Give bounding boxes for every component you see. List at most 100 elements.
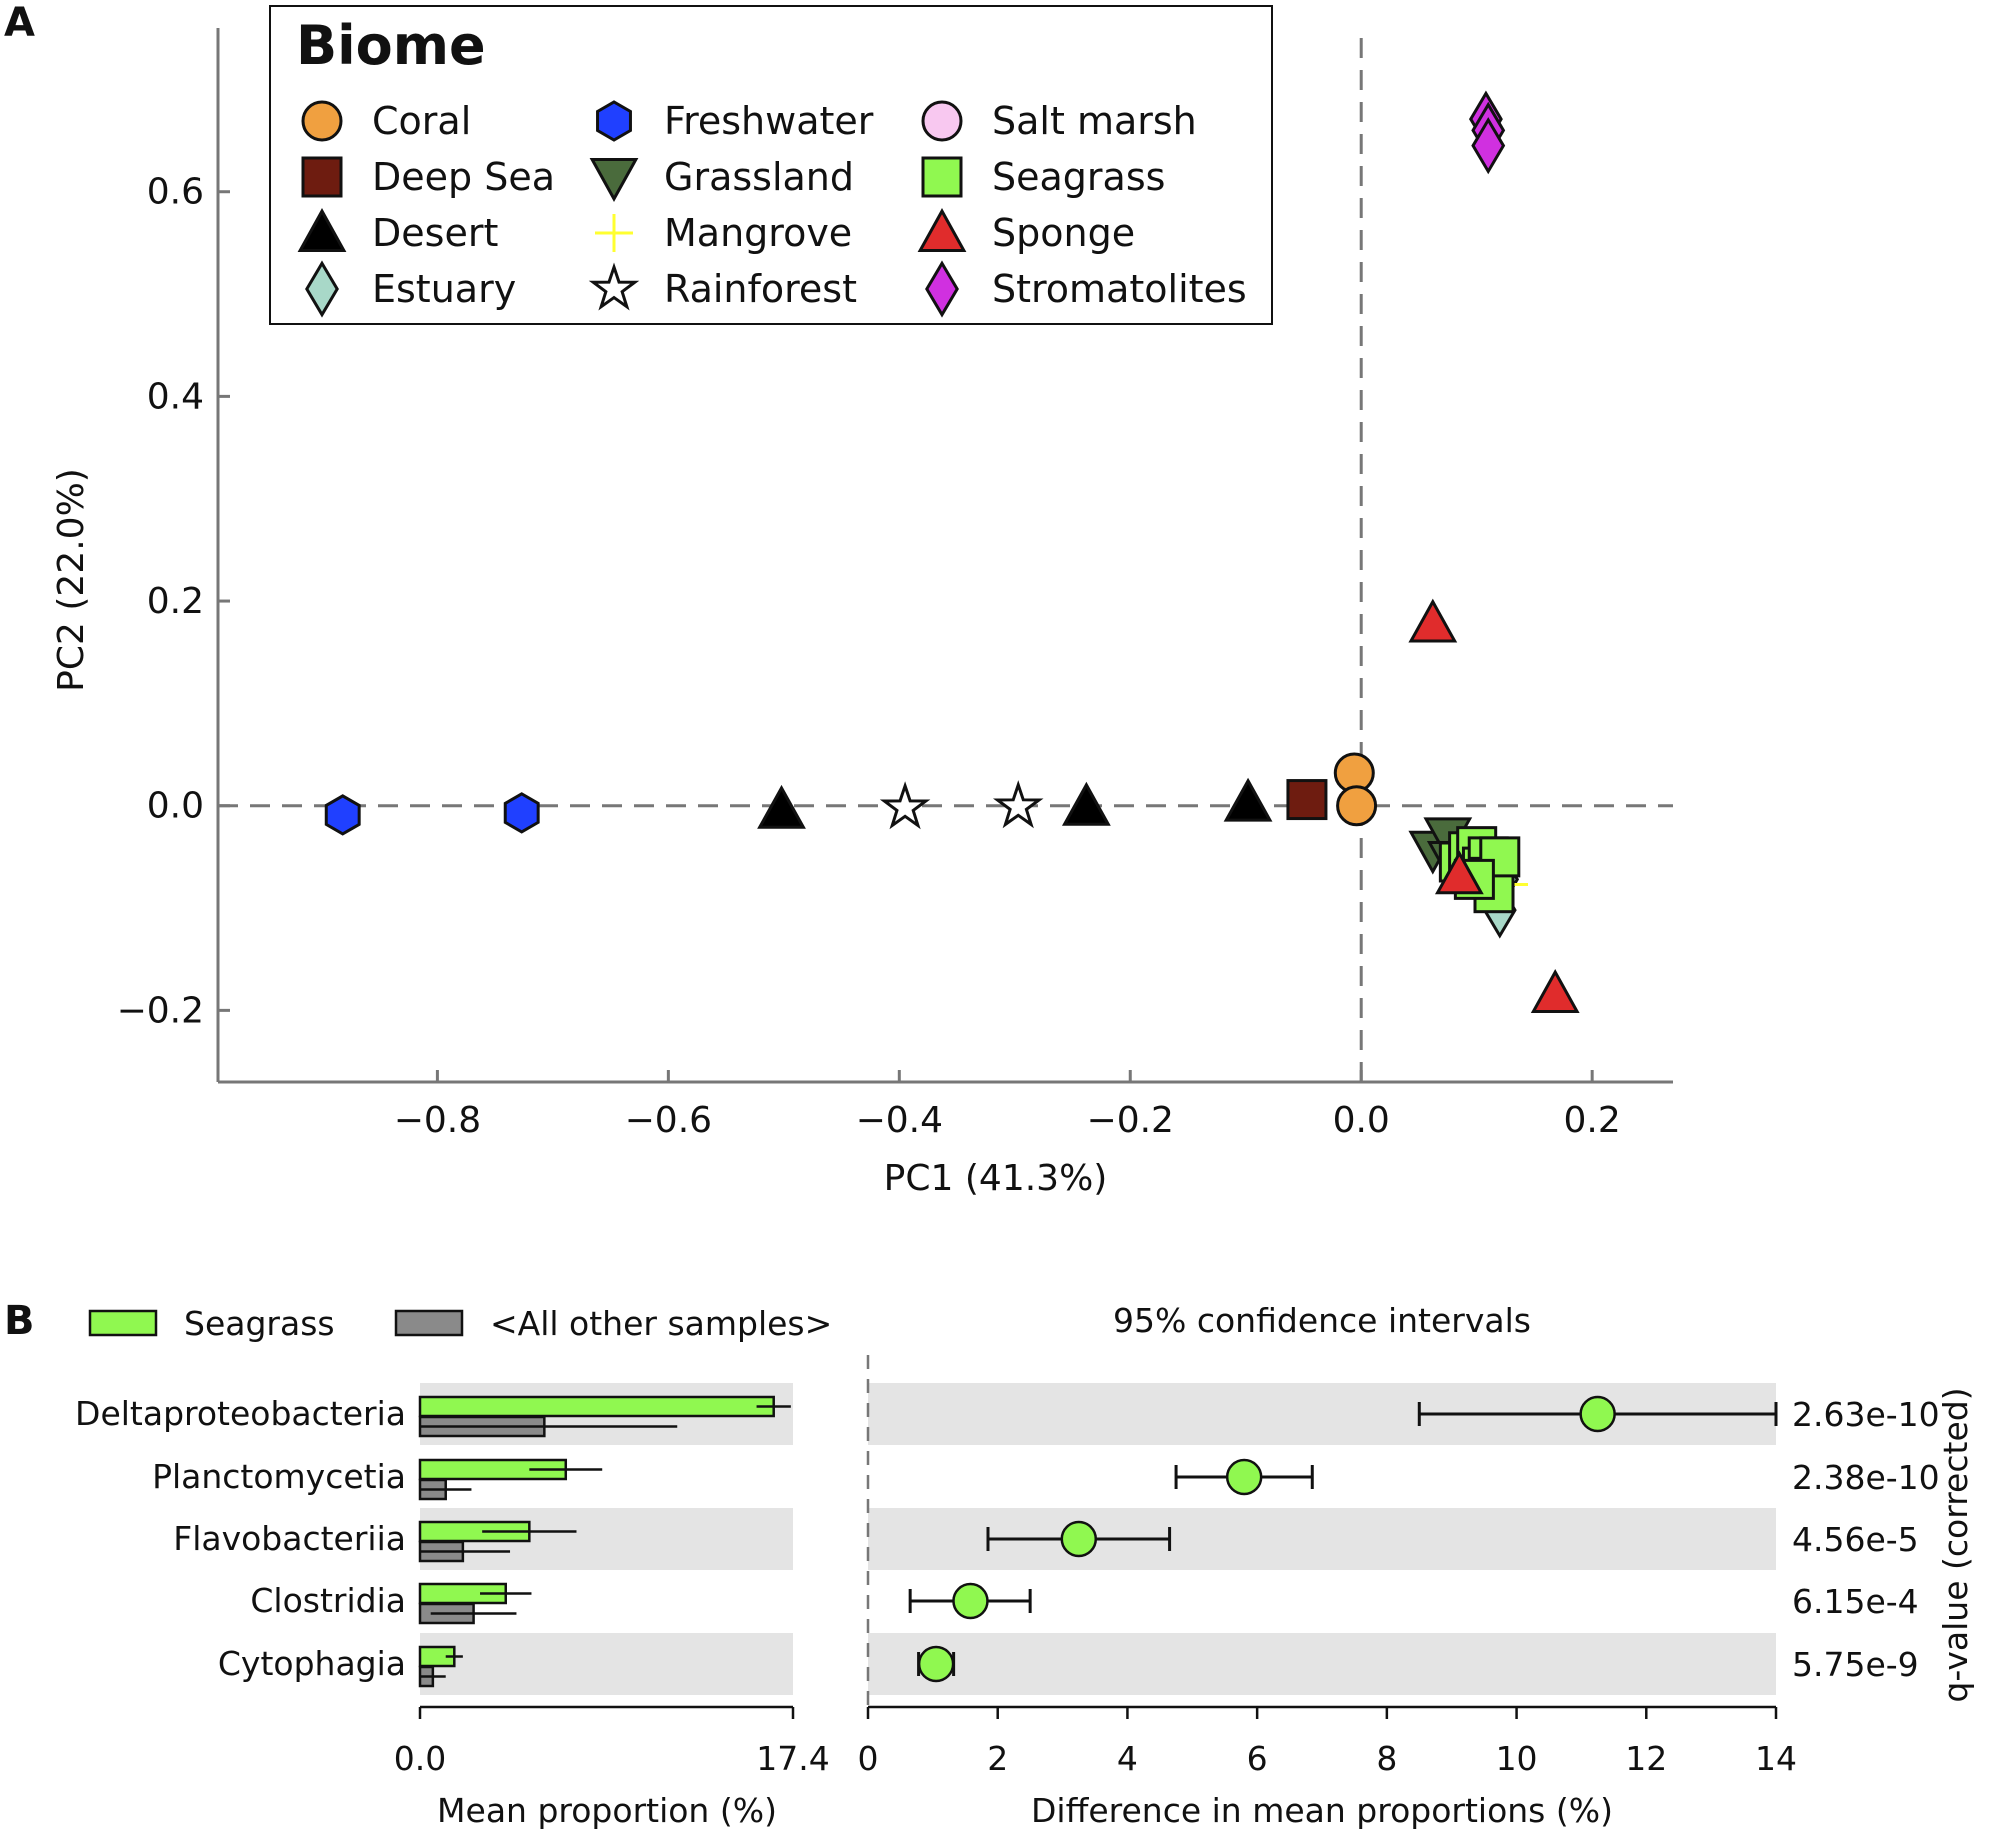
y-tick-label: 0.0 — [147, 786, 204, 827]
q-value-label: 5.75e-9 — [1792, 1645, 1919, 1684]
legend-title: Biome — [296, 14, 486, 77]
row-shade — [420, 1633, 793, 1695]
legend-label-desert: Desert — [372, 211, 498, 255]
legend-label-rainforest: Rainforest — [664, 267, 857, 311]
legend-marker-grassland — [589, 158, 639, 202]
y-tick-label: 0.4 — [147, 376, 204, 417]
ci-point — [1579, 1395, 1616, 1433]
legend-label-sponge: Sponge — [992, 211, 1135, 255]
x-tick-label: −0.4 — [856, 1100, 943, 1141]
legend-marker-deep-sea — [301, 156, 343, 198]
x-tick-label: 0.2 — [1564, 1100, 1621, 1141]
point-rainforest — [992, 780, 1044, 829]
legend-label-grassland: Grassland — [664, 155, 854, 199]
legend-swatch-other-samples — [394, 1309, 464, 1337]
point-desert — [1223, 777, 1273, 822]
point-desert — [757, 784, 806, 829]
legend-label-salt-marsh: Salt marsh — [992, 99, 1197, 143]
x-tick-label: 6 — [1247, 1739, 1268, 1778]
x-tick-label: 17.4 — [756, 1739, 829, 1778]
category-label: Clostridia — [250, 1581, 406, 1620]
confidence-interval-plot: 2.63e-10 2.38e-10 4.56e-5 6.15e-4 5.75e-9 0 2 4… — [858, 1355, 1940, 1778]
x-tick-label: −0.8 — [394, 1100, 481, 1141]
legend-label-estuary: Estuary — [372, 267, 516, 311]
legend-label-seagrass: Seagrass — [992, 155, 1165, 199]
pca-x-axis-label: PC1 (41.3%) — [884, 1158, 1108, 1199]
ci-title: 95% confidence intervals — [1113, 1301, 1531, 1340]
x-tick-label: −0.2 — [1087, 1100, 1174, 1141]
point-sponge — [1530, 969, 1580, 1013]
point-deep-sea — [1286, 779, 1328, 821]
legend-marker-sponge — [917, 208, 967, 252]
x-tick-label: 14 — [1755, 1739, 1797, 1778]
pca-y-axis-label: PC2 (22.0%) — [51, 468, 92, 692]
proportion-legend: Seagrass <All other samples> — [88, 1304, 832, 1343]
legend-label-other-samples: <All other samples> — [490, 1304, 832, 1343]
y-tick-label: −0.2 — [117, 990, 204, 1031]
mean-proportion-bars: Deltaproteobacteria Planctomycetia Flavoba… — [75, 1383, 830, 1778]
x-tick-label: 8 — [1376, 1739, 1397, 1778]
ci-point — [1060, 1520, 1098, 1558]
point-stromatolites — [1471, 117, 1506, 175]
x-tick-label: −0.6 — [625, 1100, 712, 1141]
x-tick-label: 0 — [858, 1739, 879, 1778]
point-freshwater — [324, 794, 361, 836]
pca-axes: −0.8 −0.6 −0.4 −0.2 0.0 0.2 −0.2 0.0 0.2 0.4 0.6 — [117, 28, 1673, 1141]
x-tick-label: 10 — [1496, 1739, 1538, 1778]
x-tick-label: 2 — [987, 1739, 1008, 1778]
q-value-label: 2.63e-10 — [1792, 1395, 1940, 1434]
legend-items: Coral Deep Sea Desert Estuary Freshwater Gras… — [297, 99, 1247, 318]
category-label: Planctomycetia — [152, 1457, 406, 1496]
category-label: Deltaproteobacteria — [75, 1394, 406, 1433]
x-tick-label: 0.0 — [394, 1739, 446, 1778]
q-value-label: 6.15e-4 — [1792, 1582, 1919, 1621]
legend-marker-mangrove — [595, 214, 633, 252]
legend-marker-freshwater — [596, 100, 632, 142]
x-tick-label: 12 — [1625, 1739, 1667, 1778]
ci-point — [1225, 1458, 1263, 1496]
point-sponge — [1408, 598, 1458, 643]
bar-x-axis-label: Mean proportion (%) — [437, 1791, 777, 1830]
category-label: Flavobacteriia — [173, 1519, 406, 1558]
q-value-label: 4.56e-5 — [1792, 1520, 1919, 1559]
q-value-axis-label: q-value (corrected) — [1936, 1387, 1975, 1702]
legend-label-freshwater: Freshwater — [664, 99, 874, 143]
reference-lines — [218, 38, 1673, 1082]
legend-marker-desert — [297, 208, 347, 252]
point-rainforest — [879, 781, 931, 830]
legend-label-coral: Coral — [372, 99, 471, 143]
legend-label-seagrass: Seagrass — [184, 1304, 335, 1343]
x-tick-label: 4 — [1117, 1739, 1138, 1778]
point-coral — [1336, 785, 1378, 827]
panel-a-label: A — [4, 0, 35, 46]
ci-point — [952, 1582, 989, 1620]
legend-frame — [269, 5, 1273, 325]
q-value-label: 2.38e-10 — [1792, 1458, 1940, 1497]
y-tick-label: 0.2 — [147, 581, 204, 622]
bar-seagrass — [418, 1395, 775, 1418]
legend-swatch-seagrass — [88, 1309, 158, 1337]
pca-plot: −0.8 −0.6 −0.4 −0.2 0.0 0.2 −0.2 0.0 0.2 0.4 0.6 P… — [51, 28, 1673, 1199]
legend-label-stromatolites: Stromatolites — [992, 267, 1247, 311]
legend-label-mangrove: Mangrove — [664, 211, 852, 255]
legend-marker-estuary — [305, 260, 339, 318]
x-tick-label: 0.0 — [1333, 1100, 1390, 1141]
y-tick-label: 0.6 — [147, 172, 204, 213]
legend-marker-seagrass — [921, 156, 963, 198]
point-sponge — [1434, 850, 1484, 895]
ci-x-axis-label: Difference in mean proportions (%) — [1031, 1791, 1613, 1830]
panel-b-label: B — [4, 1298, 35, 1344]
pca-points — [324, 90, 1580, 1013]
legend-marker-rainforest — [588, 262, 640, 311]
point-desert — [1061, 781, 1111, 826]
legend-label-deep-sea: Deep Sea — [372, 155, 555, 199]
legend-marker-salt-marsh — [921, 100, 963, 142]
biome-legend: Biome Coral Deep Sea Desert Estuary Freshwat… — [269, 5, 1273, 325]
row-shade — [868, 1633, 1776, 1695]
ci-point — [917, 1645, 955, 1683]
category-label: Cytophagia — [218, 1644, 406, 1683]
legend-marker-coral — [301, 100, 343, 142]
point-freshwater — [503, 792, 540, 834]
legend-marker-stromatolites — [925, 260, 959, 318]
